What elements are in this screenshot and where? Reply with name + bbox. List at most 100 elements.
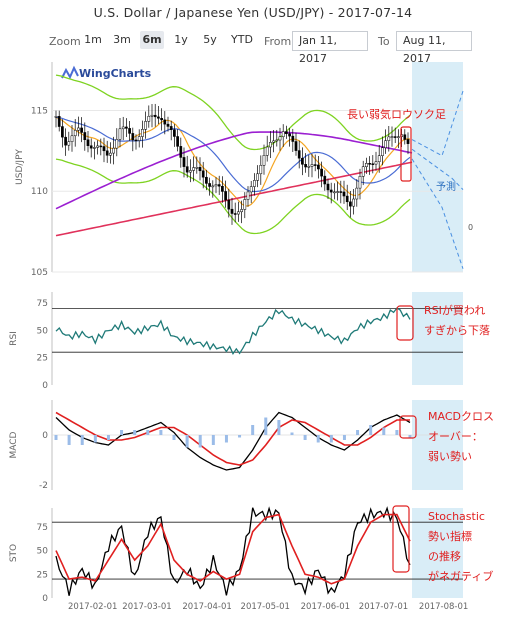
candle-body bbox=[285, 131, 288, 134]
macd-histogram-bar bbox=[408, 435, 412, 438]
zoom-5y-button[interactable]: 5y bbox=[203, 33, 217, 46]
candle-body bbox=[144, 121, 147, 130]
zoom-3m-button[interactable]: 3m bbox=[113, 33, 131, 46]
sto-annotation-box bbox=[392, 505, 410, 573]
macd-histogram-bar bbox=[290, 432, 294, 435]
candle-body bbox=[403, 134, 407, 140]
candle-body bbox=[307, 166, 311, 168]
candle-body bbox=[371, 163, 375, 165]
candle-body bbox=[365, 163, 368, 167]
to-date-input[interactable]: Aug 11, 2017 bbox=[396, 31, 472, 65]
macd-histogram-bar bbox=[159, 430, 163, 435]
candle-body bbox=[109, 152, 112, 156]
candle-body bbox=[176, 136, 179, 147]
macd-histogram-bar bbox=[316, 435, 320, 443]
candle-body bbox=[67, 141, 71, 146]
zoom-label: Zoom bbox=[49, 35, 81, 48]
zoom-6m-button[interactable]: 6m bbox=[140, 31, 164, 49]
candle-body bbox=[259, 165, 263, 175]
candle-body bbox=[208, 183, 211, 187]
candle-body bbox=[153, 114, 157, 118]
rsi-y-axis-label: RSI bbox=[9, 331, 19, 346]
price-tick-label: 105 bbox=[31, 268, 48, 278]
candle-body bbox=[390, 136, 394, 138]
candle-body bbox=[89, 145, 93, 149]
candle-body bbox=[150, 114, 154, 117]
rsi-annotation-box bbox=[396, 305, 414, 341]
price-annotation-box bbox=[400, 126, 412, 182]
candle-body bbox=[275, 139, 279, 142]
candle-body bbox=[377, 155, 381, 162]
macd-series-line-2 bbox=[55, 411, 410, 466]
macd-tick-label: 0 bbox=[42, 431, 48, 441]
x-tick-label: 2017-08-01 bbox=[419, 602, 468, 612]
candle-body bbox=[288, 133, 291, 137]
candle-body bbox=[317, 164, 320, 170]
forecast-band-macd bbox=[412, 400, 463, 490]
zoom-1m-button[interactable]: 1m bbox=[84, 33, 102, 46]
candle-body bbox=[73, 130, 77, 137]
sto-tick-label: 75 bbox=[37, 523, 48, 533]
wingcharts-logo: WingCharts bbox=[61, 65, 152, 80]
candle-body bbox=[233, 213, 237, 215]
sma-mid-line bbox=[55, 116, 411, 193]
candle-body bbox=[105, 150, 109, 156]
candle-body bbox=[393, 136, 397, 138]
rsi-tick-label: 25 bbox=[37, 354, 48, 364]
zoom-ytd-button[interactable]: YTD bbox=[231, 33, 253, 46]
x-tick-label: 2017-02-01 bbox=[68, 602, 117, 612]
macd-histogram-bar bbox=[120, 430, 124, 435]
candle-body bbox=[342, 191, 346, 197]
candle-body bbox=[93, 147, 96, 149]
candle-body bbox=[115, 139, 119, 149]
candle-body bbox=[262, 155, 266, 166]
candle-body bbox=[195, 167, 199, 169]
candle-body bbox=[64, 136, 67, 146]
forecast-mid-line bbox=[411, 148, 464, 190]
from-date-input[interactable]: Jan 11, 2017 bbox=[292, 31, 368, 65]
candle-body bbox=[198, 167, 202, 172]
x-tick-label: 2017-03-01 bbox=[122, 602, 171, 612]
price-y-axis-label: USD/JPY bbox=[15, 149, 25, 185]
zoom-1y-button[interactable]: 1y bbox=[174, 33, 188, 46]
candle-body bbox=[323, 175, 327, 185]
macd-histogram-bar bbox=[198, 435, 202, 448]
candle-body bbox=[336, 191, 339, 193]
bollinger-upper-line bbox=[55, 74, 411, 151]
candle-body bbox=[179, 146, 183, 158]
candle-body bbox=[169, 126, 173, 131]
candle-body bbox=[54, 116, 58, 118]
candle-body bbox=[253, 180, 256, 187]
candle-body bbox=[269, 142, 272, 148]
candle-body bbox=[361, 166, 365, 177]
candle-body bbox=[297, 150, 301, 159]
candle-body bbox=[272, 140, 275, 143]
macd-histogram-bar bbox=[329, 435, 333, 443]
macd-histogram-bar bbox=[356, 430, 360, 435]
candle-body bbox=[137, 136, 141, 141]
candle-body bbox=[358, 176, 362, 189]
candle-body bbox=[397, 136, 400, 138]
forecast-band-sto bbox=[412, 508, 463, 598]
wing-icon bbox=[61, 65, 79, 80]
candle-body bbox=[265, 146, 269, 156]
candle-body bbox=[237, 211, 240, 215]
candle-body bbox=[224, 191, 227, 201]
rsi-tick-label: 50 bbox=[37, 326, 49, 336]
candle-body bbox=[301, 157, 304, 165]
candle-body bbox=[278, 136, 282, 141]
macd-annotation-line: オーバー： bbox=[428, 430, 483, 443]
candle-body bbox=[182, 157, 186, 167]
candle-body bbox=[246, 191, 250, 200]
macd-histogram-bar bbox=[224, 435, 228, 443]
sto-series-line-2 bbox=[55, 513, 411, 585]
candle-body bbox=[387, 136, 391, 141]
sto-annotation-line: の推移 bbox=[428, 549, 461, 563]
candle-body bbox=[349, 201, 352, 207]
macd-histogram-bar bbox=[93, 435, 97, 443]
candle-body bbox=[83, 132, 87, 140]
candle-body bbox=[384, 140, 387, 149]
candle-body bbox=[173, 129, 176, 137]
macd-histogram-bar bbox=[251, 425, 255, 435]
candle-body bbox=[205, 176, 208, 184]
